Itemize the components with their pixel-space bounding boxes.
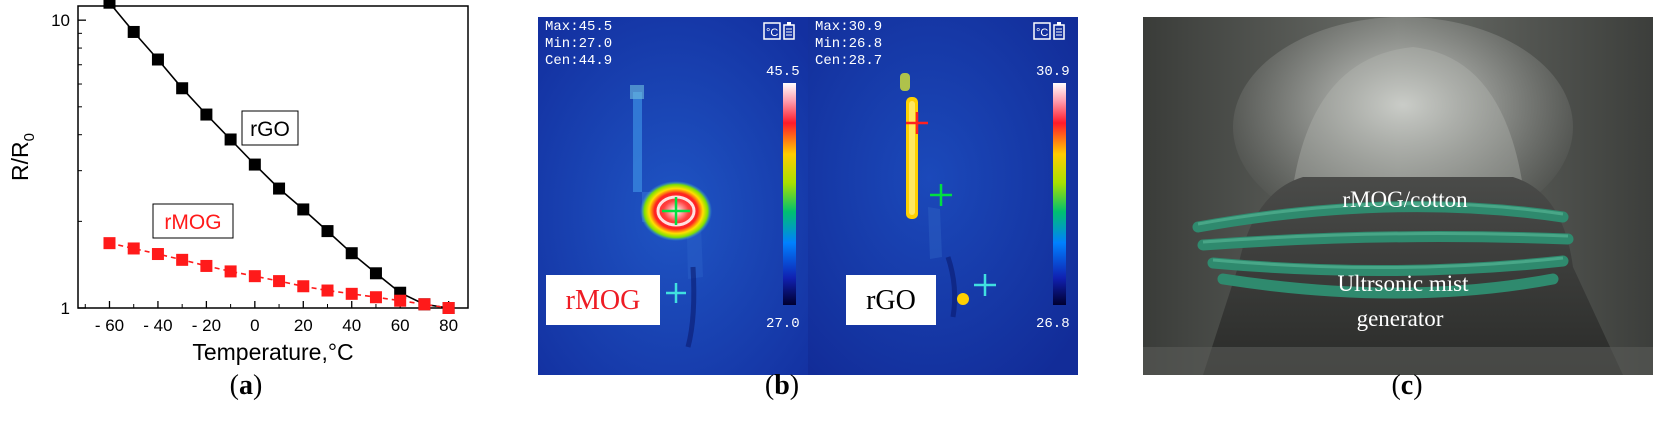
cotton-cloth: [1203, 177, 1623, 375]
legend-rmog: rMOG: [164, 211, 221, 234]
point-rgo-3: [176, 82, 189, 95]
scale-bottom-value-2: 26.8: [1036, 316, 1070, 332]
x-tick-label: 60: [391, 316, 410, 335]
cyan-crosshair-icon-2: [974, 274, 996, 296]
series-line-rgo: [108, 2, 449, 309]
point-rmog-9: [321, 284, 334, 297]
y-tick-label: 1: [61, 299, 70, 318]
green-crosshair-icon: [662, 197, 690, 225]
point-rmog-11: [369, 291, 382, 304]
label-ultrasonic: Ultrsonic mist: [1338, 271, 1470, 296]
point-rmog-13: [418, 298, 431, 311]
chart-svg: - 60 - 40 - 20 0 20 40 60 80 1 10 Temperature,°C R/…: [7, 0, 469, 365]
point-rgo-7: [273, 182, 286, 195]
label-generator: generator: [1357, 306, 1444, 331]
point-rgo-11: [369, 267, 382, 280]
legend-rmog-box: [152, 203, 234, 239]
caption-c: (c): [1391, 370, 1423, 401]
point-rmog-4: [200, 259, 213, 272]
label-rgo-thermal: rGO: [866, 285, 916, 316]
caption-a: (a): [229, 370, 263, 401]
point-rmog-5: [224, 265, 237, 278]
svg-text:°C: °C: [1036, 27, 1048, 39]
readout-max: Max:45.5: [545, 19, 612, 35]
thermal-image-rgo: Max:30.9 Min:26.8 Cen:28.7 °C 30.9 26.8 …: [808, 17, 1078, 375]
legend-rgo: rGO: [250, 118, 290, 141]
battery-icon-2: [1053, 22, 1065, 40]
point-rgo-5: [224, 133, 237, 146]
point-rgo-0: [103, 0, 116, 9]
svg-text:°C: °C: [766, 27, 778, 39]
plot-frame: [77, 5, 469, 309]
x-tick-label: 40: [342, 316, 361, 335]
point-rmog-2: [151, 248, 164, 261]
point-rmog-12: [394, 294, 407, 307]
label-rmog: rMOG: [566, 285, 641, 316]
readout-min-2: Min:26.8: [815, 36, 882, 52]
cyan-crosshair-icon: [666, 283, 686, 303]
color-scale-bar-2: [1053, 83, 1066, 305]
point-rmog-6: [248, 270, 261, 283]
y-tick-label: 10: [51, 11, 70, 30]
x-tick-label: - 60: [95, 316, 124, 335]
thermal-image-rmog: Max:45.5 Min:27.0 Cen:44.9 °C 45.5 27.0 …: [538, 17, 808, 375]
photo-svg: rMOG/cotton Ultrsonic mist generator: [1143, 17, 1653, 375]
thermal-svg: Max:45.5 Min:27.0 Cen:44.9 °C 45.5 27.0 …: [538, 17, 1078, 375]
color-scale-bar: [783, 83, 796, 305]
green-bands: [1192, 201, 1574, 299]
battery-icon: [783, 22, 795, 40]
label-rmog-cotton: rMOG/cotton: [1342, 187, 1468, 212]
point-rgo-6: [248, 158, 261, 171]
readout-max-2: Max:30.9: [815, 19, 882, 35]
panel-b-thermal: Max:45.5 Min:27.0 Cen:44.9 °C 45.5 27.0 …: [538, 17, 1108, 401]
point-rmog-7: [273, 275, 286, 288]
y-axis-label: R/R0: [7, 133, 38, 181]
readout-min: Min:27.0: [545, 36, 612, 52]
panel-c-photo: rMOG/cotton Ultrsonic mist generator (c): [1143, 17, 1653, 401]
scale-top-value-2: 30.9: [1036, 64, 1070, 80]
legend-rgo-box: [241, 110, 299, 146]
point-rgo-1: [127, 25, 140, 38]
caption-b: (b): [764, 370, 800, 401]
celsius-icon-2: °C: [1033, 22, 1051, 40]
point-rmog-1: [127, 242, 140, 255]
point-rgo-2: [151, 53, 164, 66]
green-crosshair-icon-2: [930, 184, 952, 206]
x-tick-label: 0: [250, 316, 259, 335]
x-tick-label: 20: [294, 316, 313, 335]
point-rmog-8: [297, 280, 310, 293]
y-axis-label-group: R/R0: [7, 133, 38, 181]
point-rmog-14: [442, 302, 455, 314]
point-rgo-9: [321, 225, 334, 238]
readout-cen-2: Cen:28.7: [815, 53, 882, 69]
point-rgo-4: [200, 108, 213, 121]
x-tick-label: 80: [439, 316, 458, 335]
point-rgo-8: [297, 203, 310, 216]
point-rmog-10: [345, 287, 358, 300]
x-tick-label: - 20: [192, 316, 221, 335]
scale-bottom-value: 27.0: [766, 316, 800, 332]
point-rmog-3: [176, 253, 189, 266]
point-rgo-10: [345, 247, 358, 260]
red-crosshair-icon: [906, 112, 928, 134]
celsius-icon: °C: [763, 22, 781, 40]
x-tick-label: - 40: [143, 316, 172, 335]
panel-a-chart: - 60 - 40 - 20 0 20 40 60 80 1 10 Temperature,°C R/…: [0, 0, 520, 438]
point-rmog-0: [103, 237, 116, 250]
scale-top-value: 45.5: [766, 64, 800, 80]
readout-cen: Cen:44.9: [545, 53, 612, 69]
x-axis-label: Temperature,°C: [192, 339, 353, 365]
